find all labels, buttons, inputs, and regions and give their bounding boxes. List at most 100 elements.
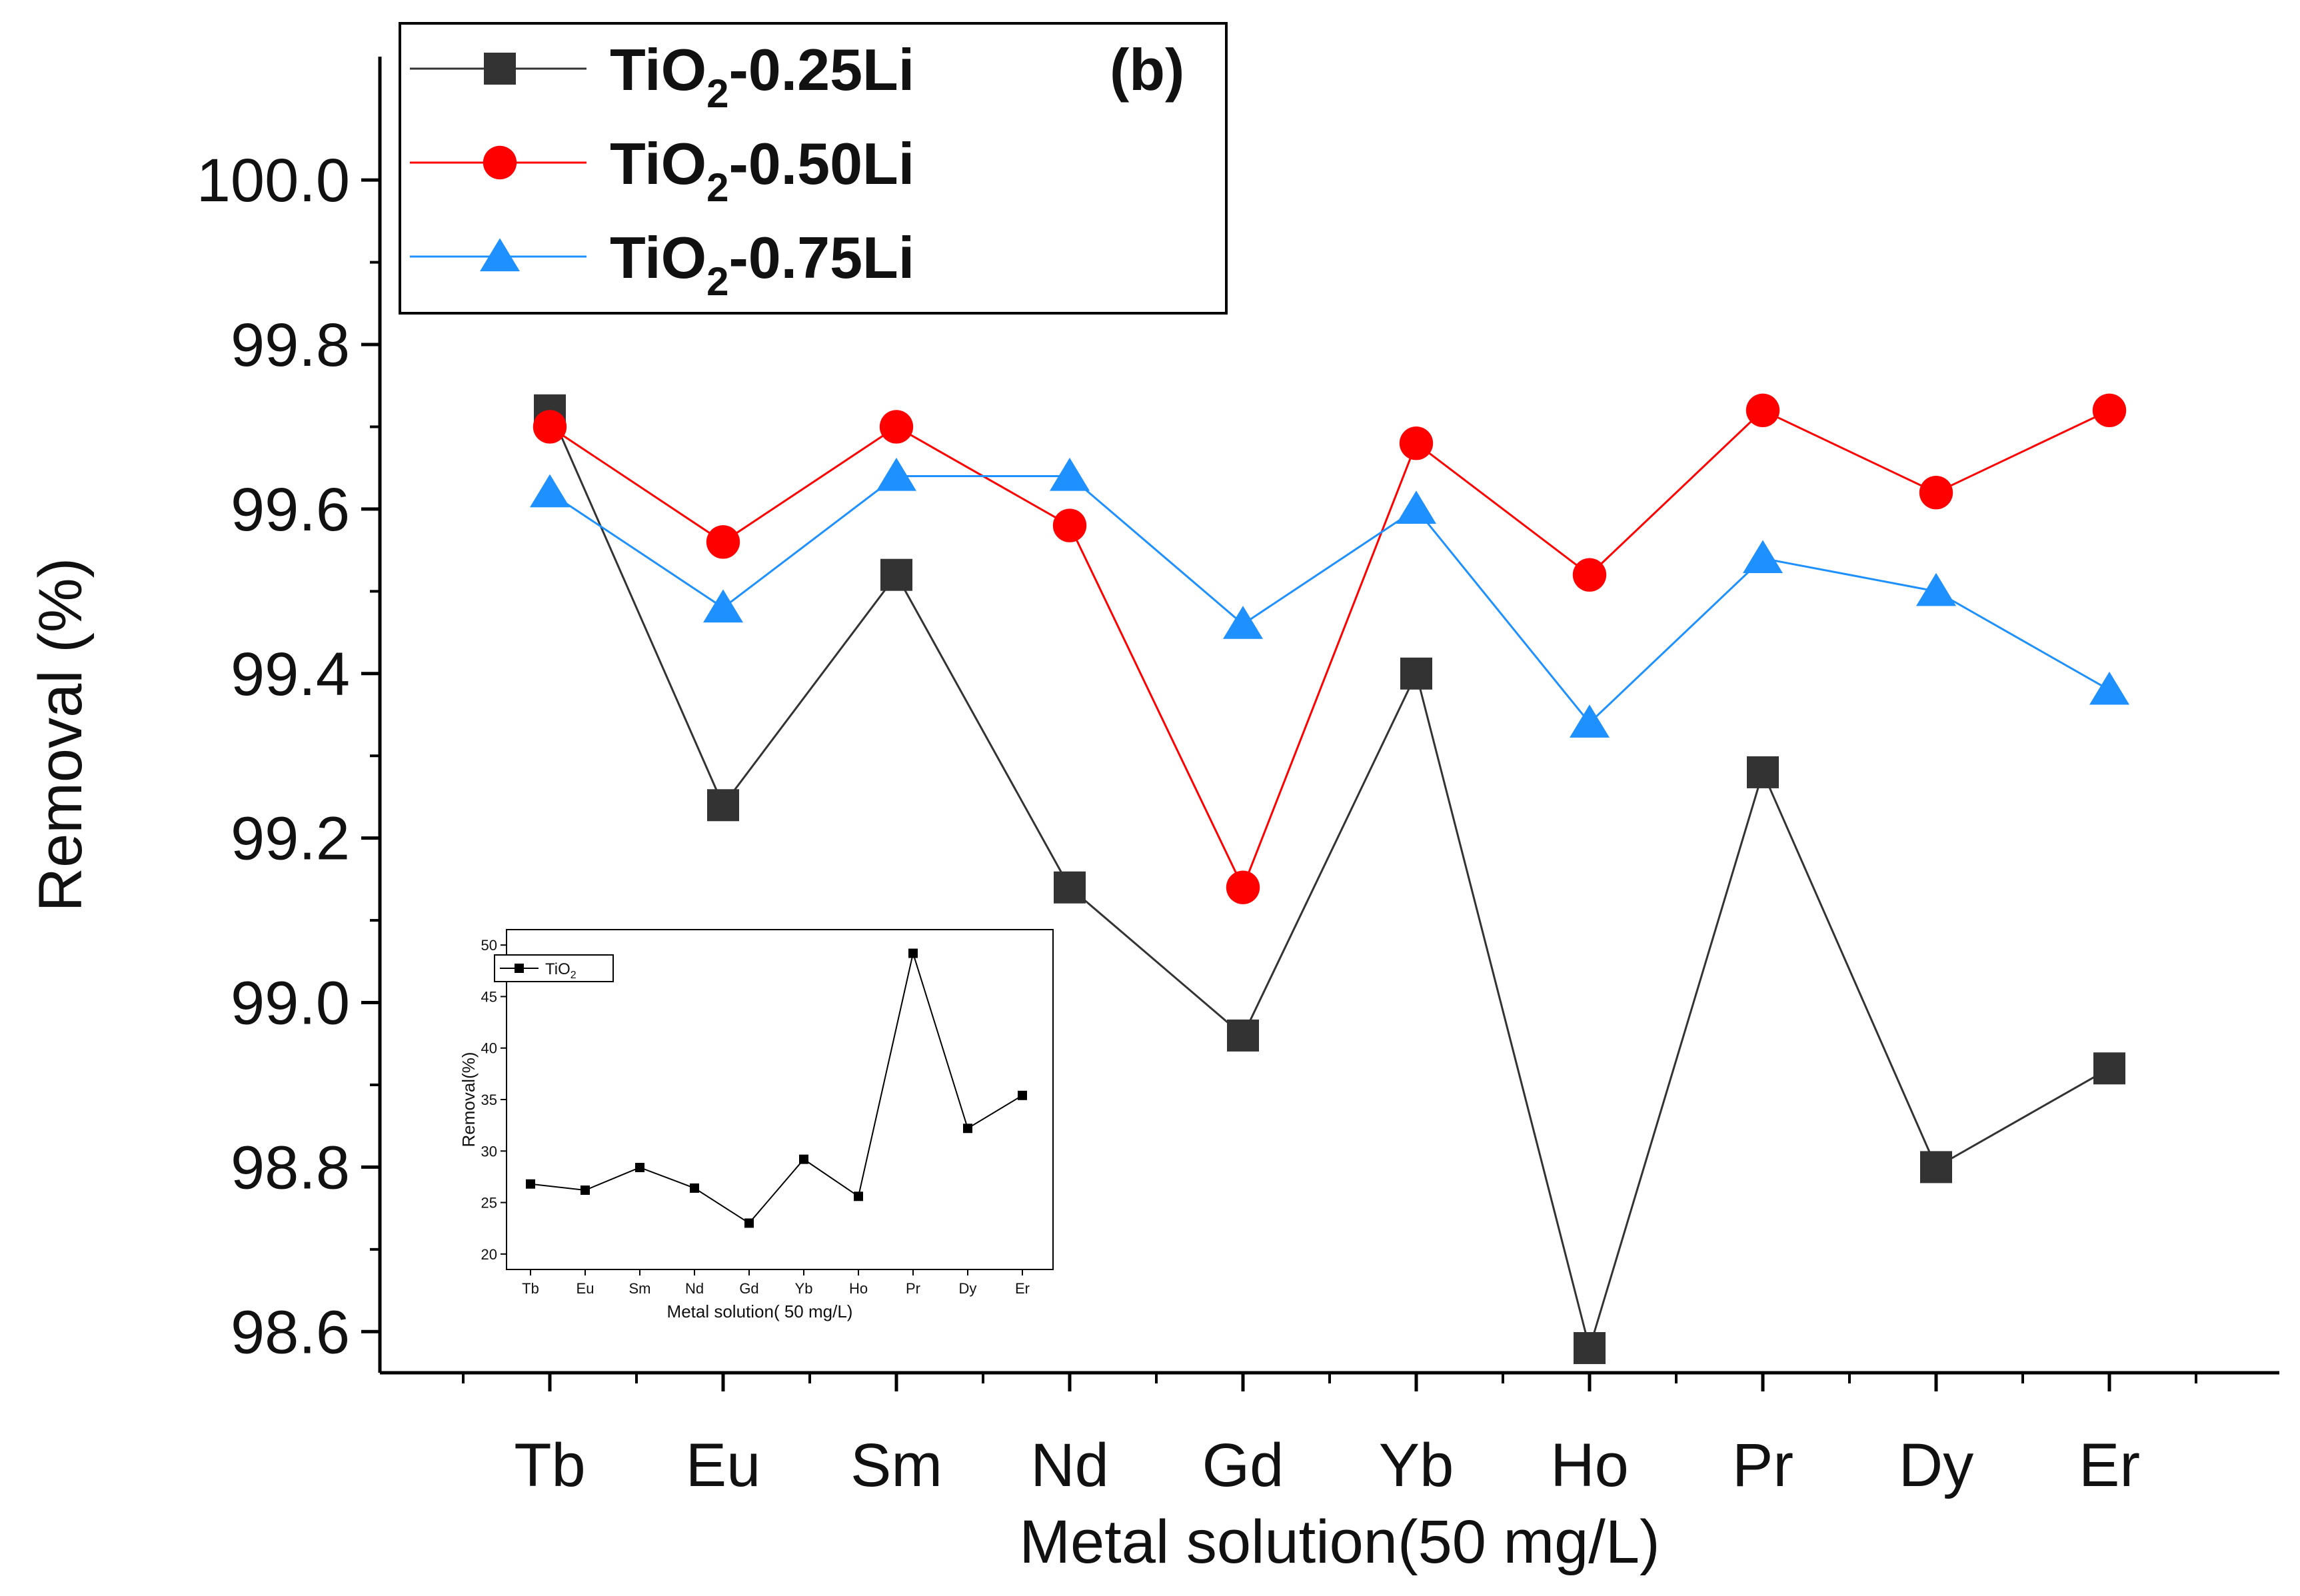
x-tick-label: Sm [850, 1431, 942, 1499]
series-3-point [1743, 540, 1783, 574]
x-tick-label: Gd [1202, 1431, 1284, 1499]
main-label-layer: 98.6 98.8 99.0 99.2 99.4 99.6 99.8 100.0 Tb Eu Sm N… [27, 147, 2140, 1576]
series-2-point [1919, 476, 1953, 510]
panel-label: (b) [1110, 37, 1184, 103]
y-tick-label: 100.0 [197, 147, 350, 215]
y-tick-label: 99.0 [231, 970, 350, 1038]
series-3-point [1916, 572, 1956, 606]
legend-label-3: TiO2-0.75Li [610, 225, 914, 304]
inset-x-axis-title: Metal solution( 50 mg/L) [667, 1301, 853, 1321]
inset-y-tick-label: 45 [481, 988, 497, 1005]
inset-legend-label: TiO2 [545, 960, 576, 981]
series-1-point [1574, 1331, 1606, 1364]
inset-series-point [799, 1154, 808, 1164]
series-3-point [1396, 490, 1436, 524]
series-1-point [1227, 1019, 1259, 1052]
inset-frame [506, 929, 1054, 1270]
y-axis-title: Removal (%) [27, 558, 95, 912]
x-tick-label: Eu [686, 1431, 761, 1499]
inset-y-tick-label: 25 [481, 1195, 497, 1211]
series-2-point [879, 410, 914, 444]
inset-x-tick-label: Nd [685, 1280, 704, 1297]
legend-label-1-rest: -0.25Li [728, 37, 914, 103]
legend-marker-2 [483, 145, 517, 180]
inset-series-point [635, 1163, 644, 1172]
series-3-point [876, 457, 916, 491]
series-1-point [2093, 1052, 2125, 1085]
y-tick-label: 99.4 [231, 640, 350, 708]
inset-series-line [530, 950, 1023, 1224]
x-tick-label: Dy [1899, 1431, 1973, 1499]
series-2-point [1572, 558, 1607, 592]
y-tick-label: 99.2 [231, 805, 350, 873]
legend-label-2-main: TiO [610, 131, 706, 197]
x-tick-label: Er [2079, 1431, 2140, 1499]
inset-y-tick-label: 40 [481, 1040, 497, 1057]
series-1-point [1054, 871, 1086, 904]
inset-y-tick-label: 35 [481, 1092, 497, 1108]
series-line-1 [549, 410, 2110, 1352]
series-2-point [1745, 393, 1780, 427]
inset-y-tick-label: 50 [481, 937, 497, 954]
inset-series-point [854, 1192, 863, 1201]
inset-series-point [526, 1179, 535, 1189]
legend-box [399, 22, 1228, 315]
inset-chart: 20 25 30 35 40 45 50 Tb Eu Sm Nd Gd Yb Ho Pr Dy Er Metal … [459, 929, 1054, 1321]
y-tick-label: 99.8 [231, 311, 350, 379]
x-tick-label: Ho [1550, 1431, 1629, 1499]
x-tick-label: Tb [514, 1431, 585, 1499]
inset-x-tick-label: Yb [795, 1280, 813, 1297]
legend-label-2: TiO2-0.50Li [610, 131, 914, 210]
legend-marker-3 [480, 238, 520, 272]
inset-x-tick-label: Gd [739, 1280, 758, 1297]
series-2-point [1226, 870, 1260, 904]
main-series-layer [530, 393, 2129, 1364]
legend-marker-1 [484, 53, 516, 85]
inset-x-tick-label: Eu [576, 1280, 594, 1297]
inset-series-point [744, 1218, 754, 1228]
inset-y-tick-label: 20 [481, 1246, 497, 1263]
inset-y-axis-title: Removal(%) [459, 1052, 479, 1147]
series-3-point [530, 474, 570, 508]
series-1-point [1747, 756, 1779, 788]
legend-label-1: TiO2-0.25Li [610, 37, 914, 116]
y-tick-label: 99.6 [231, 476, 350, 544]
inset-x-tick-label: Tb [522, 1280, 539, 1297]
series-2-point [1399, 426, 1434, 460]
inset-x-tick-label: Ho [849, 1280, 868, 1297]
series-2-point [706, 525, 740, 559]
series-1-point [880, 558, 912, 591]
legend-label-3-main: TiO [610, 225, 706, 291]
series-3-point [703, 589, 743, 623]
series-1-point [1400, 657, 1432, 690]
inset-series-point [580, 1186, 590, 1195]
inset-x-tick-label: Dy [959, 1280, 977, 1297]
inset-x-tick-label: Er [1015, 1280, 1030, 1297]
x-tick-label: Yb [1379, 1431, 1454, 1499]
y-tick-label: 98.8 [231, 1134, 350, 1201]
legend-label-1-sub: 2 [706, 71, 728, 116]
legend-label-2-sub: 2 [706, 165, 728, 210]
x-tick-label: Pr [1732, 1431, 1793, 1499]
legend-label-3-rest: -0.75Li [728, 225, 914, 291]
series-3-point [1050, 457, 1090, 491]
legend-label-3-sub: 2 [706, 259, 728, 304]
y-tick-label: 98.6 [231, 1298, 350, 1366]
series-2-point [2092, 393, 2127, 427]
x-axis-title: Metal solution(50 mg/L) [1019, 1508, 1660, 1576]
inset-legend-label-main: TiO [545, 960, 571, 978]
series-1-point [1920, 1151, 1952, 1184]
inset-y-tick-label: 30 [481, 1143, 497, 1160]
main-axes [361, 57, 2279, 1391]
inset-series-point [963, 1124, 972, 1134]
inset-legend-label-sub: 2 [571, 970, 576, 981]
series-3-point [2089, 671, 2129, 705]
series-1-point [707, 789, 739, 822]
series-2-point [533, 410, 567, 444]
legend-label-1-main: TiO [610, 37, 706, 103]
series-3-point [1223, 606, 1263, 639]
inset-series-point [908, 948, 918, 958]
